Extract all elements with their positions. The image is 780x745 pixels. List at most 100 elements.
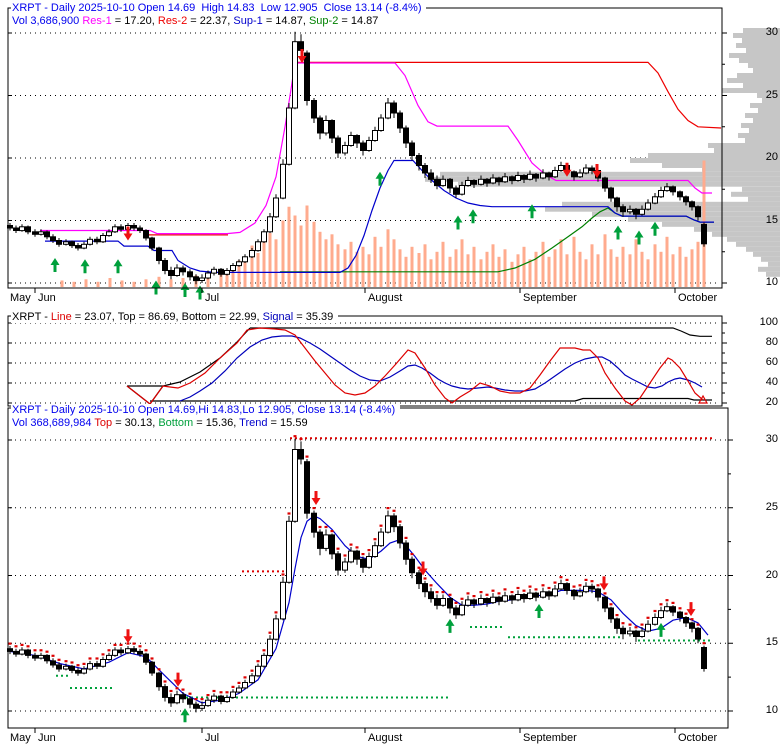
price-panel-group[interactable] bbox=[7, 7, 780, 300]
candle-high-dot bbox=[678, 607, 682, 610]
legend-segment-0-4: = 22.37, bbox=[187, 15, 234, 27]
sell-arrow-icon bbox=[123, 226, 133, 241]
candle-body bbox=[409, 558, 415, 574]
candle-body bbox=[118, 226, 124, 230]
candle-body bbox=[683, 196, 689, 203]
candle-body bbox=[304, 461, 310, 514]
candle-body bbox=[614, 197, 620, 208]
y-axis-label: 15 bbox=[765, 636, 778, 649]
buy-arrow-icon bbox=[80, 259, 90, 274]
candle-body bbox=[540, 591, 546, 598]
legend-segment-2-0: Vol 368,689,984 bbox=[12, 417, 95, 429]
candle-high-dot bbox=[454, 601, 458, 604]
candle-body bbox=[502, 176, 508, 183]
candle-high-dot bbox=[243, 676, 247, 679]
candle-body bbox=[292, 449, 298, 522]
candle-body bbox=[639, 630, 645, 637]
candle-high-dot bbox=[578, 584, 582, 587]
x-axis-month-label: May bbox=[10, 292, 31, 304]
candle-body bbox=[44, 231, 50, 238]
candle-body bbox=[348, 135, 354, 146]
candle-body bbox=[292, 41, 298, 109]
candle-high-dot bbox=[113, 643, 117, 646]
candle-body bbox=[558, 583, 564, 590]
candle-high-dot bbox=[572, 585, 576, 588]
legend-segment-1-2: = 23.07, Top = 86.69, Bottom = 22.99, bbox=[71, 311, 263, 323]
candle-high-dot bbox=[435, 591, 439, 594]
y-axis-label: 40 bbox=[765, 376, 778, 388]
candle-high-dot bbox=[646, 616, 650, 619]
candle-body bbox=[465, 180, 471, 186]
x-axis-month-label: September bbox=[523, 292, 577, 304]
candle-body bbox=[311, 100, 317, 119]
candle-body bbox=[94, 663, 100, 667]
candle-body bbox=[533, 173, 539, 179]
volume-bars bbox=[60, 160, 706, 287]
candle-body bbox=[391, 515, 397, 528]
buy-arrow-icon bbox=[375, 171, 385, 186]
candle-body bbox=[602, 596, 608, 609]
candle-high-dot bbox=[590, 580, 594, 583]
candle-high-dot bbox=[194, 698, 198, 701]
trend-ma bbox=[9, 515, 709, 704]
candle-body bbox=[608, 607, 614, 620]
candle-body bbox=[589, 585, 595, 590]
candle-body bbox=[323, 534, 329, 549]
candle-body bbox=[267, 638, 273, 657]
candle-body bbox=[38, 231, 44, 235]
candle-body bbox=[515, 175, 521, 181]
candle-high-dot bbox=[609, 603, 613, 606]
candle-high-dot bbox=[305, 455, 309, 458]
candle-body bbox=[168, 697, 174, 704]
candle-body bbox=[100, 235, 106, 243]
candle-body bbox=[378, 531, 384, 547]
candle-body bbox=[348, 550, 354, 563]
candle-body bbox=[242, 256, 248, 263]
buy-arrow-icon bbox=[527, 204, 537, 219]
candle-body bbox=[471, 180, 477, 185]
candle-body bbox=[645, 623, 651, 632]
candle-body bbox=[75, 669, 81, 674]
candle-body bbox=[639, 208, 645, 215]
buy-arrow-icon bbox=[534, 604, 544, 618]
candle-high-dot bbox=[237, 681, 241, 684]
candle-body bbox=[695, 627, 701, 640]
candle-high-dot bbox=[95, 657, 99, 660]
buy-arrow-icon bbox=[650, 221, 660, 236]
candle-body bbox=[218, 695, 224, 702]
candle-body bbox=[50, 660, 56, 666]
candle-high-dot bbox=[659, 603, 663, 606]
legend-segment-0-8: = 14.87 bbox=[338, 15, 379, 27]
candle-body bbox=[286, 107, 292, 165]
candle-body bbox=[187, 271, 193, 278]
candle-high-dot bbox=[404, 536, 408, 539]
candle-body bbox=[658, 610, 664, 619]
candle-body bbox=[13, 227, 19, 231]
candle-body bbox=[180, 694, 186, 700]
candle-high-dot bbox=[690, 618, 694, 621]
candle-body bbox=[366, 556, 372, 568]
candle-body bbox=[32, 654, 38, 659]
candle-high-dot bbox=[157, 668, 161, 671]
candle-high-dot bbox=[144, 649, 148, 652]
candle-body bbox=[38, 654, 44, 659]
candle-high-dot bbox=[367, 549, 371, 552]
candle-body bbox=[490, 177, 496, 184]
candle-body bbox=[664, 606, 670, 612]
candle-high-dot bbox=[349, 543, 353, 546]
legend-segment-0-5: Sup-1 bbox=[233, 15, 263, 27]
legend-segment-1-4: = 35.39 bbox=[293, 311, 334, 323]
lower-price-panel-group[interactable] bbox=[7, 407, 734, 733]
oscillator-panel-group[interactable] bbox=[7, 315, 727, 407]
candle-body bbox=[311, 512, 317, 533]
candle-body bbox=[552, 588, 558, 597]
x-axis-month-label: Jul bbox=[205, 292, 220, 304]
candle-high-dot bbox=[460, 597, 464, 600]
candle-high-dot bbox=[379, 524, 383, 527]
candle-high-dot bbox=[318, 525, 322, 529]
candle-high-dot bbox=[603, 592, 607, 595]
candle-body bbox=[112, 226, 118, 233]
candle-body bbox=[156, 247, 162, 261]
candle-body bbox=[409, 142, 415, 156]
